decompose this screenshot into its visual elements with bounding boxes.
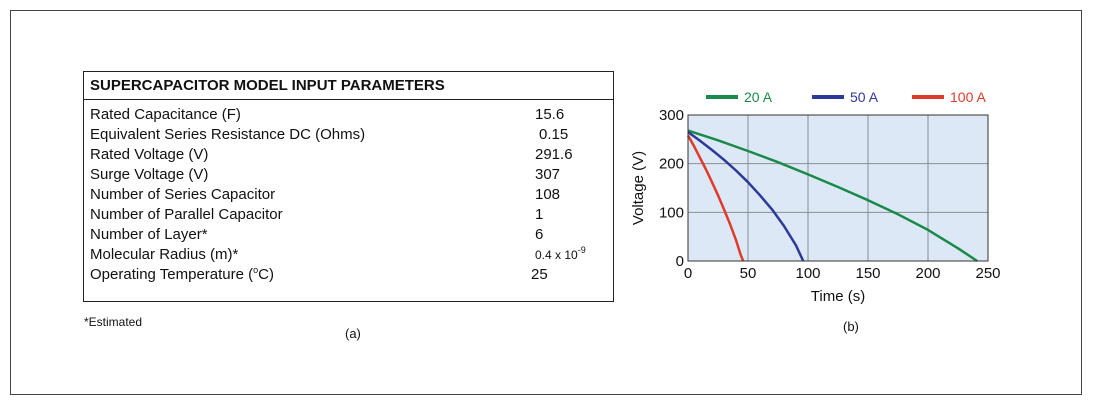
table-row: Operating Temperature (oC) 25 <box>90 265 613 285</box>
row-label-text: Operating Temperature ( <box>90 266 254 283</box>
x-tick-label: 100 <box>795 265 820 282</box>
series-line-20a <box>687 129 978 263</box>
y-tick-label: 0 <box>676 253 684 270</box>
row-value: 0.15 <box>539 126 569 143</box>
row-value: 6 <box>535 226 544 243</box>
row-label-tail: C) <box>258 266 274 283</box>
row-label: Molecular Radius (m)* <box>90 246 239 263</box>
table-row: Molecular Radius (m)* 0.4 x 10-9 <box>90 245 613 265</box>
row-value: 15.6 <box>535 106 565 123</box>
legend-label: 100 A <box>950 89 986 105</box>
row-value-exponent: -9 <box>577 245 586 255</box>
row-label: Surge Voltage (V) <box>90 166 209 183</box>
caption-a: (a) <box>345 326 361 341</box>
x-tick-label: 250 <box>975 265 1000 282</box>
parameters-table: SUPERCAPACITOR MODEL INPUT PARAMETERS Ra… <box>83 71 614 302</box>
row-value: 1 <box>535 206 544 223</box>
table-title: SUPERCAPACITOR MODEL INPUT PARAMETERS <box>84 72 613 100</box>
row-value: 307 <box>535 166 561 183</box>
row-value: 108 <box>535 186 561 203</box>
plot-border <box>687 114 989 262</box>
estimated-note: *Estimated <box>84 315 143 329</box>
figure-frame <box>10 10 1082 395</box>
y-tick-label: 300 <box>659 107 684 124</box>
tick-labels: 0 50 100 150 200 250 0 100 200 300 <box>659 107 1001 282</box>
table-row: Equivalent Series Resistance DC (Ohms) 0… <box>90 125 613 145</box>
x-tick-label: 200 <box>915 265 940 282</box>
legend: 20 A 50 A 100 A <box>706 89 986 105</box>
table-row: Rated Capacitance (F) 15.6 <box>90 105 613 125</box>
row-value: 0.4 x 10-9 <box>535 245 586 265</box>
caption-b: (b) <box>843 319 859 334</box>
table-row: Number of Parallel Capacitor 1 <box>90 205 613 225</box>
series-line-50a <box>687 130 805 262</box>
row-value: 25 <box>531 266 548 283</box>
row-label: Number of Series Capacitor <box>90 186 276 203</box>
row-label: Rated Voltage (V) <box>90 146 209 163</box>
table-row: Surge Voltage (V) 307 <box>90 165 613 185</box>
y-tick-label: 200 <box>659 156 684 173</box>
series-lines <box>686 129 978 263</box>
row-label: Rated Capacitance (F) <box>90 106 241 123</box>
table-row: Number of Layer* 6 <box>90 225 613 245</box>
row-value-base: 0.4 x 10 <box>535 248 578 262</box>
x-tick-label: 50 <box>740 265 757 282</box>
y-axis-label: Voltage (V) <box>630 151 647 225</box>
row-label: Number of Layer* <box>90 226 208 243</box>
row-label: Operating Temperature (oC) <box>90 265 274 285</box>
row-value: 291.6 <box>535 146 573 163</box>
y-tick-label: 100 <box>659 204 684 221</box>
row-label: Equivalent Series Resistance DC (Ohms) <box>90 126 366 143</box>
x-tick-label: 0 <box>684 265 692 282</box>
series-line-100a <box>686 134 745 262</box>
x-axis-label: Time (s) <box>811 288 865 305</box>
degree-symbol: o <box>253 265 259 275</box>
row-label: Number of Parallel Capacitor <box>90 206 283 223</box>
legend-label: 20 A <box>744 89 773 105</box>
table-row: Number of Series Capacitor 108 <box>90 185 613 205</box>
x-tick-label: 150 <box>855 265 880 282</box>
legend-label: 50 A <box>850 89 879 105</box>
table-row: Rated Voltage (V) 291.6 <box>90 145 613 165</box>
